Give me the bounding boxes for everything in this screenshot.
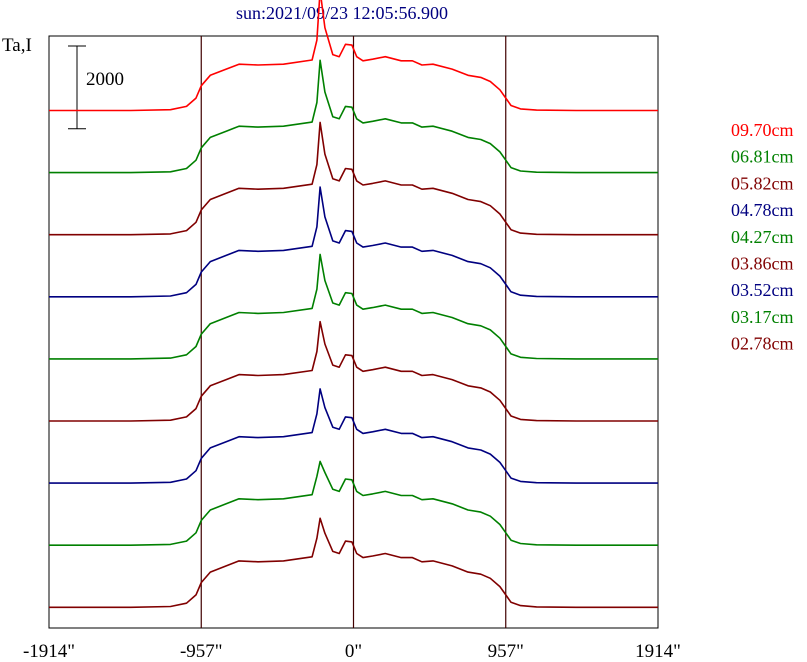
series-line-03.52cm: [49, 388, 658, 484]
series-line-04.27cm: [49, 253, 658, 360]
x-tick-label: -1914": [23, 641, 75, 662]
chart-title: sun:2021/09/23 12:05:56.900: [236, 3, 448, 23]
x-tick-label: 957": [488, 641, 524, 662]
vertical-reference-lines: [200, 36, 507, 628]
x-tick-label: 1914": [635, 641, 681, 662]
x-tick-labels: -1914" -957" 0" 957" 1914": [23, 641, 681, 662]
series-line-03.17cm: [49, 460, 658, 547]
legend-entry: 03.86cm: [731, 254, 794, 274]
series-line-03.86cm: [49, 320, 658, 422]
legend-entry: 03.52cm: [731, 280, 794, 300]
series-line-06.81cm: [49, 59, 658, 174]
legend-entry: 09.70cm: [731, 120, 794, 140]
legend: 09.70cm 06.81cm 05.82cm 04.78cm 04.27cm 03.86…: [731, 120, 794, 354]
legend-entry: 03.17cm: [731, 307, 794, 327]
legend-entry: 05.82cm: [731, 173, 794, 193]
series-line-02.78cm: [49, 517, 658, 609]
legend-entry: 02.78cm: [731, 334, 794, 354]
x-tick-label: -957": [180, 641, 223, 662]
series-line-09.70cm: [49, 0, 658, 112]
x-tick-label: 0": [345, 641, 362, 662]
y-axis-label: Ta,I: [2, 35, 32, 56]
scale-bar: 2000: [68, 45, 124, 130]
legend-entry: 04.27cm: [731, 227, 794, 247]
series-lines: [49, 0, 658, 609]
legend-entry: 06.81cm: [731, 147, 794, 167]
scale-bar-label: 2000: [86, 69, 124, 90]
series-line-04.78cm: [49, 186, 658, 298]
series-line-05.82cm: [49, 121, 658, 236]
legend-entry: 04.78cm: [731, 200, 794, 220]
